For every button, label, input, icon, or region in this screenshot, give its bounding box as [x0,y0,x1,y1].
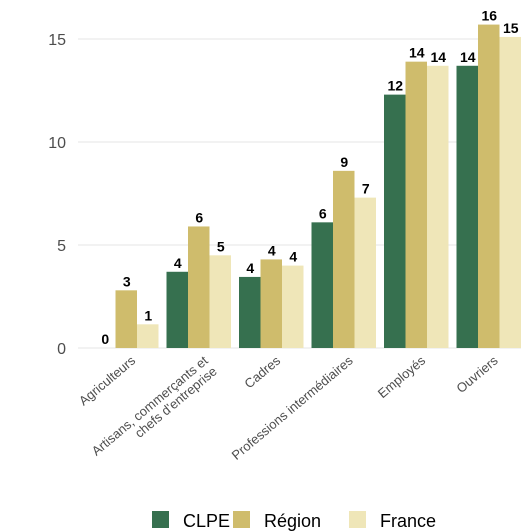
data-label-France-5: 15 [503,20,519,36]
data-label-France-2: 4 [289,249,297,265]
bar-Région-4 [405,61,427,348]
x-tick-label-line: Ouvriers [453,352,501,395]
bar-France-5 [499,36,521,348]
y-tick-label-5: 5 [57,238,66,255]
bar-France-3 [354,197,376,348]
bar-Région-0 [115,290,137,348]
bar-France-2 [282,265,304,348]
y-tick-label-0: 0 [57,341,66,358]
legend-label-CLPE: CLPE [183,511,230,531]
data-label-CLPE-1: 4 [174,255,182,271]
x-tick-label-4: Employés [375,352,429,401]
y-tick-label-15: 15 [48,32,66,49]
x-tick-label-3: Professions intermédiaires [229,352,356,462]
x-tick-label-5: Ouvriers [453,352,501,395]
x-tick-label-line: Employés [375,352,429,401]
x-tick-label-line: Agriculteurs [76,352,139,408]
bar-France-4 [427,65,449,348]
bar-CLPE-3 [311,222,333,348]
bar-CLPE-1 [166,271,188,348]
legend-swatch-CLPE [152,511,169,528]
bar-Région-1 [188,226,210,348]
x-tick-label-0: Agriculteurs [76,352,139,408]
y-tick-label-10: 10 [48,135,66,152]
y-axis-ticks: 0 5 10 15 [48,32,66,358]
legend-label-France: France [380,511,436,531]
legend: CLPE Région France [152,511,436,531]
data-label-France-1: 5 [217,238,225,254]
data-label-France-4: 14 [430,49,446,65]
bar-CLPE-2 [239,276,261,348]
data-label-CLPE-4: 12 [387,78,403,94]
data-label-France-3: 7 [362,181,370,197]
data-label-CLPE-5: 14 [460,49,476,65]
legend-swatch-France [349,511,366,528]
x-tick-label-line: Professions intermédiaires [229,352,356,462]
bar-France-1 [209,255,231,348]
x-tick-label-line: Artisans, commerçants et [89,353,211,459]
data-label-Région-3: 9 [340,154,348,170]
bar-CLPE-4 [384,94,406,349]
data-label-CLPE-0: 0 [101,331,109,347]
bar-France-0 [137,324,159,348]
data-label-Région-4: 14 [409,45,425,61]
data-label-Région-5: 16 [481,8,497,24]
bars [115,24,521,349]
data-label-Région-1: 6 [195,209,203,225]
data-label-CLPE-3: 6 [319,205,327,221]
legend-label-Région: Région [264,511,321,531]
x-tick-label-line: Cadres [241,352,283,391]
bar-Région-5 [478,24,500,349]
data-label-Région-0: 3 [123,273,131,289]
data-label-CLPE-2: 4 [246,260,254,276]
data-label-Région-2: 4 [268,242,276,258]
bar-CLPE-5 [456,65,478,348]
bar-Région-3 [333,170,355,348]
legend-swatch-Région [233,511,250,528]
data-label-France-0: 1 [144,307,152,323]
bar-Région-2 [260,259,282,348]
x-tick-label-2: Cadres [241,352,283,391]
